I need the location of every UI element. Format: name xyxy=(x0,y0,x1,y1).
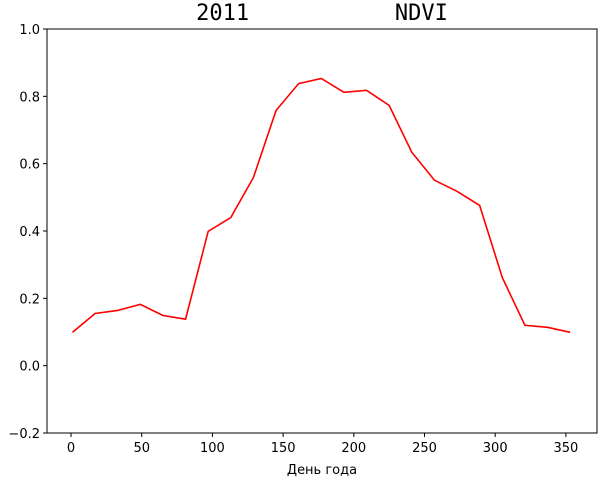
plot-frame xyxy=(46,28,598,434)
x-tick-label: 250 xyxy=(412,441,437,456)
y-tick-label: 0.2 xyxy=(19,292,40,307)
x-tick-label: 150 xyxy=(271,441,296,456)
x-tick-label: 300 xyxy=(483,441,508,456)
chart-title: 2011 NDVI xyxy=(196,1,448,26)
x-axis-label: День года xyxy=(287,463,357,478)
x-tick-label: 100 xyxy=(200,441,225,456)
y-tick-label: −0.2 xyxy=(8,427,40,442)
y-tick-label: 0.4 xyxy=(19,225,40,240)
line-series xyxy=(71,77,571,334)
x-tick-label: 50 xyxy=(133,441,150,456)
y-tick-label: 1.0 xyxy=(19,23,40,38)
x-tick-label: 0 xyxy=(67,441,75,456)
y-tick-label: 0.8 xyxy=(19,90,40,105)
y-tick-label: 0.6 xyxy=(19,158,40,173)
y-tick-label: 0.0 xyxy=(19,360,40,375)
x-tick-label: 350 xyxy=(553,441,578,456)
x-tick-label: 200 xyxy=(341,441,366,456)
